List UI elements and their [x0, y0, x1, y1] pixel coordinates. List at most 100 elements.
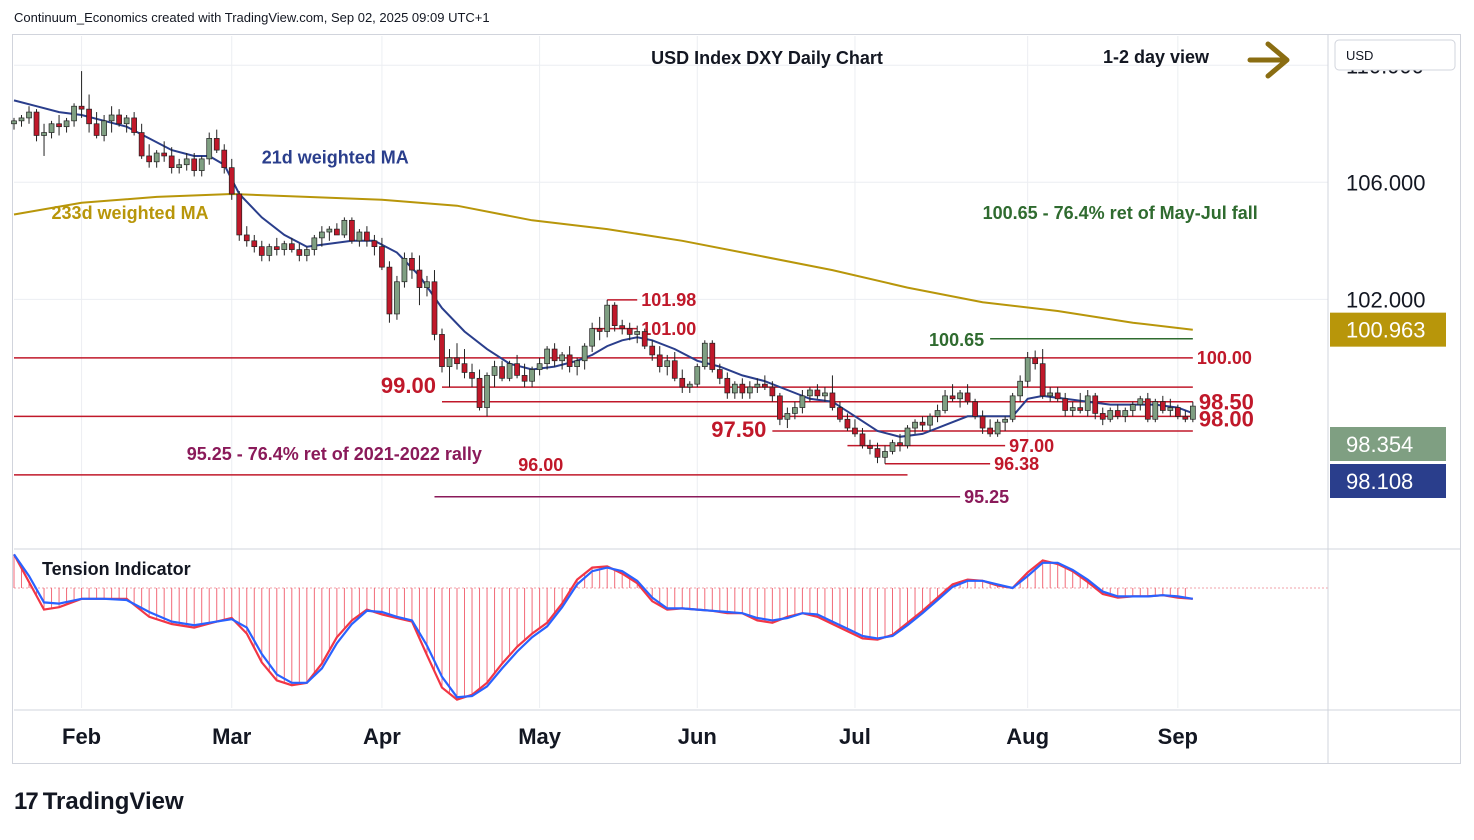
candle	[1114, 404, 1121, 420]
candle-body	[514, 363, 520, 376]
candle	[273, 237, 280, 256]
ma21-line	[13, 99, 1194, 438]
candle	[1062, 392, 1069, 417]
candle-body	[416, 269, 423, 288]
indicator-slow-line	[13, 553, 1193, 699]
candle	[822, 387, 828, 402]
candle	[33, 109, 40, 142]
level-label: 100.00	[1197, 348, 1252, 368]
candle-body	[769, 386, 776, 397]
candle	[544, 346, 550, 370]
candle	[777, 392, 783, 426]
level-label: 97.00	[1009, 436, 1054, 456]
x-tick-label: Apr	[363, 724, 401, 749]
x-tick-label: Aug	[1006, 724, 1049, 749]
candle	[236, 191, 243, 241]
candle	[1174, 404, 1181, 420]
candle-body	[949, 395, 956, 400]
candle	[942, 390, 948, 414]
candle	[1159, 395, 1166, 414]
candle-body	[1062, 398, 1069, 411]
candle	[258, 240, 265, 262]
candle	[559, 351, 565, 370]
candle	[604, 299, 611, 338]
level-label: 96.00	[518, 455, 563, 475]
candle-body	[1077, 407, 1084, 411]
tradingview-brand: TradingView	[42, 788, 184, 815]
candle-body	[18, 117, 25, 122]
candle	[326, 226, 333, 241]
candle-body	[334, 228, 340, 236]
candle	[424, 275, 430, 297]
candle-body	[326, 228, 333, 233]
candle	[1024, 351, 1031, 388]
candle	[1092, 392, 1099, 420]
candle-body	[754, 383, 761, 388]
candle	[153, 150, 160, 168]
candle-body	[716, 369, 723, 379]
currency-label: USD	[1346, 48, 1373, 63]
candle	[446, 349, 453, 388]
candle-body	[889, 442, 896, 452]
candle-body	[829, 392, 836, 408]
candle-body	[1047, 392, 1054, 397]
candle-body	[288, 243, 295, 250]
candle-body	[454, 357, 460, 365]
candle	[431, 270, 438, 341]
candle-body	[604, 304, 611, 332]
candle	[116, 109, 122, 127]
tradingview-mark-icon: 17	[14, 788, 39, 815]
candle-body	[228, 167, 235, 195]
candle-body	[1137, 398, 1144, 405]
candle	[716, 363, 723, 385]
x-tick-label: Mar	[212, 724, 252, 749]
candle-body	[198, 158, 205, 171]
candle	[814, 384, 821, 399]
candle	[1152, 398, 1159, 423]
candle-body	[146, 155, 153, 163]
candle	[859, 428, 866, 449]
candle	[679, 369, 686, 393]
candle	[183, 153, 190, 171]
candle	[439, 328, 445, 373]
candle	[694, 363, 701, 388]
candle-body	[341, 219, 348, 236]
candle-body	[919, 421, 926, 426]
candle-body	[701, 342, 708, 367]
candle-body	[409, 258, 415, 271]
level-label: 97.50	[711, 417, 766, 442]
candle	[356, 229, 363, 247]
candle-body	[536, 363, 543, 370]
currency-box	[1334, 39, 1456, 71]
candle-body	[191, 158, 198, 171]
candle	[799, 390, 806, 414]
x-tick-label: Jul	[839, 724, 871, 749]
candle-body	[1032, 357, 1039, 365]
candle-body	[431, 281, 438, 335]
candle-body	[964, 392, 971, 403]
candle-body	[71, 105, 77, 122]
candle-body	[897, 442, 903, 446]
candle	[521, 363, 528, 388]
y-tick-label: 106.000	[1346, 170, 1426, 195]
candle	[739, 378, 746, 399]
candle	[379, 237, 385, 271]
candle	[904, 425, 911, 449]
candle	[123, 114, 130, 133]
candle-body	[566, 354, 573, 367]
candle-body	[1024, 357, 1031, 382]
candle	[656, 346, 663, 373]
candle	[1047, 387, 1054, 402]
right-arrow-icon	[1247, 41, 1290, 79]
candle-body	[1009, 395, 1016, 420]
candle	[93, 112, 100, 139]
candle-body	[386, 266, 393, 315]
candle	[341, 217, 348, 238]
tradingview-logo[interactable]: 17 TradingView	[14, 788, 184, 816]
candle-body	[972, 401, 978, 417]
candle-body	[251, 240, 258, 248]
price-badge	[1330, 312, 1446, 347]
candle-body	[641, 331, 648, 347]
candle-body	[168, 155, 175, 169]
